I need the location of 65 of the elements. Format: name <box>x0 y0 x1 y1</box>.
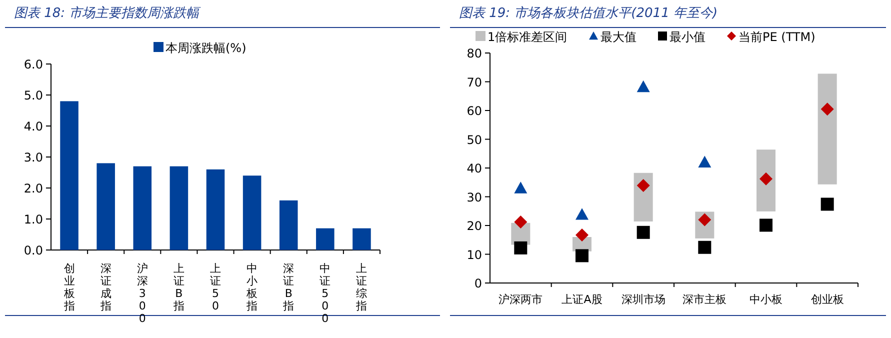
bar <box>634 172 653 222</box>
bar <box>352 228 371 250</box>
x-tick-label: 沪深300 <box>136 262 148 325</box>
y-tick-label: 50 <box>466 132 482 147</box>
x-tick-label: 深圳市场 <box>621 293 666 306</box>
point <box>698 156 712 168</box>
bar <box>279 200 298 250</box>
bar <box>756 150 776 212</box>
x-tick-label: 沪深两市 <box>498 293 543 306</box>
y-tick-label: 6.0 <box>24 58 43 72</box>
legend-label: 1倍标准差区间 <box>488 30 568 44</box>
y-tick-label: 0.0 <box>24 244 43 258</box>
point <box>760 218 772 232</box>
point <box>576 249 588 262</box>
x-tick-label: 创业板指 <box>62 262 75 312</box>
x-tick-label: 深市主板 <box>682 293 727 306</box>
bar <box>133 166 152 250</box>
legend-label: 当前PE (TTM) <box>738 30 816 44</box>
point <box>636 179 650 192</box>
bar <box>316 228 334 250</box>
bar <box>96 163 115 250</box>
x-tick-label: 深证B指 <box>282 262 294 312</box>
point <box>514 182 528 194</box>
legend-label: 最小值 <box>670 30 706 44</box>
point <box>514 241 528 254</box>
y-tick-label: 80 <box>466 46 482 60</box>
chart-title: 图表 19: 市场各板块估值水平(2011 年至今) <box>459 5 718 22</box>
y-tick-label: 60 <box>466 104 482 118</box>
y-tick-label: 0 <box>474 276 482 290</box>
point <box>514 216 528 229</box>
chart-title: 图表 18: 市场主要指数周涨跌幅 <box>14 5 200 22</box>
legend-label: 本周涨跌幅(%) <box>166 41 246 55</box>
y-tick-label: 10 <box>466 248 482 262</box>
x-tick-label: 深证成指 <box>99 262 112 312</box>
point <box>698 240 712 254</box>
y-tick-label: 40 <box>466 162 482 176</box>
x-tick-label: 创业板 <box>810 293 844 306</box>
y-tick-label: 2.0 <box>24 182 43 196</box>
x-tick-label: 中小板指 <box>246 262 258 312</box>
legend-label: 最大值 <box>600 30 636 44</box>
x-tick-label: 上证综指 <box>355 262 368 312</box>
x-tick-label: 中证500 <box>320 262 331 325</box>
x-tick-label: 上证A股 <box>562 293 602 306</box>
point <box>820 102 834 116</box>
x-tick-label: 中小板 <box>750 293 782 306</box>
x-tick-label: 上证B指 <box>172 262 184 312</box>
point <box>636 226 650 239</box>
point <box>820 198 834 211</box>
point <box>760 172 772 186</box>
bar <box>206 169 225 250</box>
point <box>576 228 588 242</box>
bar <box>242 176 262 250</box>
y-tick-label: 5.0 <box>24 88 43 102</box>
y-tick-label: 4.0 <box>24 120 43 134</box>
bar <box>60 101 78 250</box>
y-tick-label: 20 <box>466 219 482 233</box>
bar <box>818 74 837 184</box>
point <box>576 208 588 220</box>
x-tick-label: 上证50 <box>210 262 221 312</box>
y-tick-label: 1.0 <box>24 212 43 226</box>
y-tick-label: 70 <box>466 75 482 90</box>
y-tick-label: 3.0 <box>24 150 43 164</box>
point <box>636 80 650 92</box>
y-tick-label: 30 <box>466 190 482 204</box>
bar <box>170 166 188 250</box>
